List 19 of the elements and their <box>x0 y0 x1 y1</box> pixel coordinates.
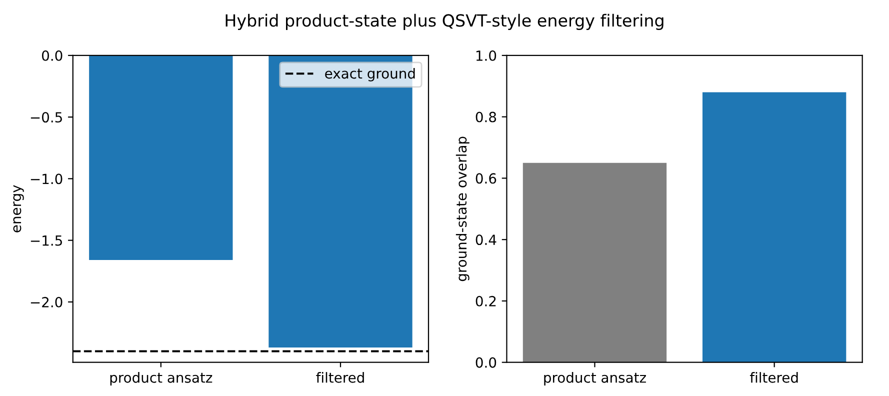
y-tick-label: −1.5 <box>30 235 62 246</box>
y-tick-label: 0.2 <box>476 296 496 306</box>
x-tick-label: filtered <box>316 372 364 383</box>
y-tick-label: 0.8 <box>476 112 496 122</box>
y-tick-label: 0.0 <box>42 50 62 61</box>
y-tick-label: −2.0 <box>30 296 62 308</box>
x-tick-label: product ansatz <box>544 372 646 386</box>
y-tick-label: 0.0 <box>476 357 496 368</box>
y-tick-label: 0.6 <box>476 173 496 184</box>
y-tick-label: −0.5 <box>30 112 62 123</box>
y-tick-label: 1.0 <box>476 50 496 61</box>
y-axis-title: ground-state overlap <box>456 136 470 282</box>
y-axis-title: energy <box>13 185 24 232</box>
x-tick-label: filtered <box>750 372 798 383</box>
y-tick-label: −1.0 <box>30 174 62 184</box>
chart-title: Hybrid product-state plus QSVT-style energy filtering <box>226 14 664 30</box>
y-tick-label: 0.4 <box>476 234 496 246</box>
x-tick-label: product ansatz <box>110 372 212 386</box>
legend-label: exact ground <box>325 68 415 82</box>
